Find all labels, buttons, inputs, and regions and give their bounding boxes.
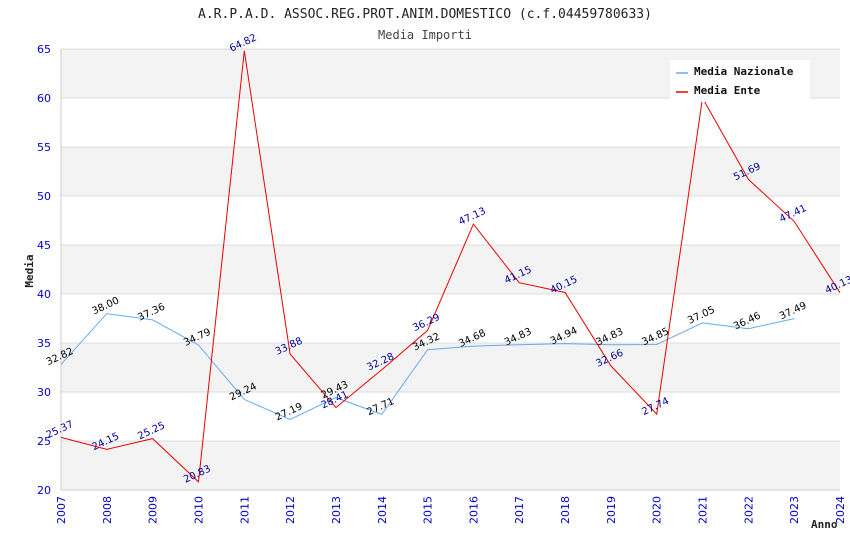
x-tick-label: 2020 [651,496,664,524]
series-line-media-nazionale [60,313,795,421]
x-tick-label: 2019 [605,496,618,524]
grid-band [61,441,840,490]
y-tick-label: 30 [37,386,51,399]
y-tick-label: 35 [37,337,51,350]
grid-band [61,343,840,392]
x-tick-label: 2018 [559,496,572,524]
series-layer [60,50,841,483]
y-tick-label: 65 [37,43,51,56]
grid-band [61,147,840,196]
y-axis-title: Media [23,254,36,287]
y-tick-label: 55 [37,141,51,154]
x-tick-label: 2009 [147,496,160,524]
grid-band [61,196,840,245]
y-tick-label: 60 [37,92,51,105]
grid-band [61,98,840,147]
x-tick-label: 2015 [422,496,435,524]
legend: Media Nazionale Media Ente [670,60,810,102]
y-tick-label: 40 [37,288,51,301]
x-tick-labels: 2007 2008 2009 2010 2011 2012 2013 2014 2015 2016… [55,496,847,524]
legend-label-media-nazionale: Media Nazionale [694,65,794,78]
chart-title: A.R.P.A.D. ASSOC.REG.PROT.ANIM.DOMESTICO… [198,7,652,22]
x-tick-label: 2021 [697,496,710,524]
x-tick-label: 2014 [376,496,389,524]
y-tick-label: 25 [37,435,51,448]
x-tick-label: 2010 [192,496,205,524]
x-tick-label: 2012 [284,496,297,524]
grid-band [61,294,840,343]
y-tick-label: 50 [37,190,51,203]
x-tick-label: 2013 [330,496,343,524]
grid-band [61,392,840,441]
x-axis-title: Anno [811,518,838,531]
grid-bands [61,49,840,490]
y-tick-label: 45 [37,239,51,252]
grid-lines [61,48,840,491]
x-tick-label: 2008 [101,496,114,524]
y-tick-labels: 20 25 30 35 40 45 50 55 60 65 [37,43,51,497]
x-tick-label: 2011 [238,496,251,524]
x-tick-label: 2007 [55,496,68,524]
x-tick-label: 2023 [788,496,801,524]
x-tick-label: 2024 [834,496,847,524]
chart-subtitle: Media Importi [378,28,472,42]
y-tick-label: 20 [37,484,51,497]
x-tick-label: 2022 [742,496,755,524]
x-tick-label: 2016 [467,496,480,524]
series-line-media-ente [60,50,841,483]
legend-label-media-ente: Media Ente [694,84,761,97]
legend-box [670,60,810,102]
x-tick-label: 2017 [513,496,526,524]
grid-band [61,245,840,294]
